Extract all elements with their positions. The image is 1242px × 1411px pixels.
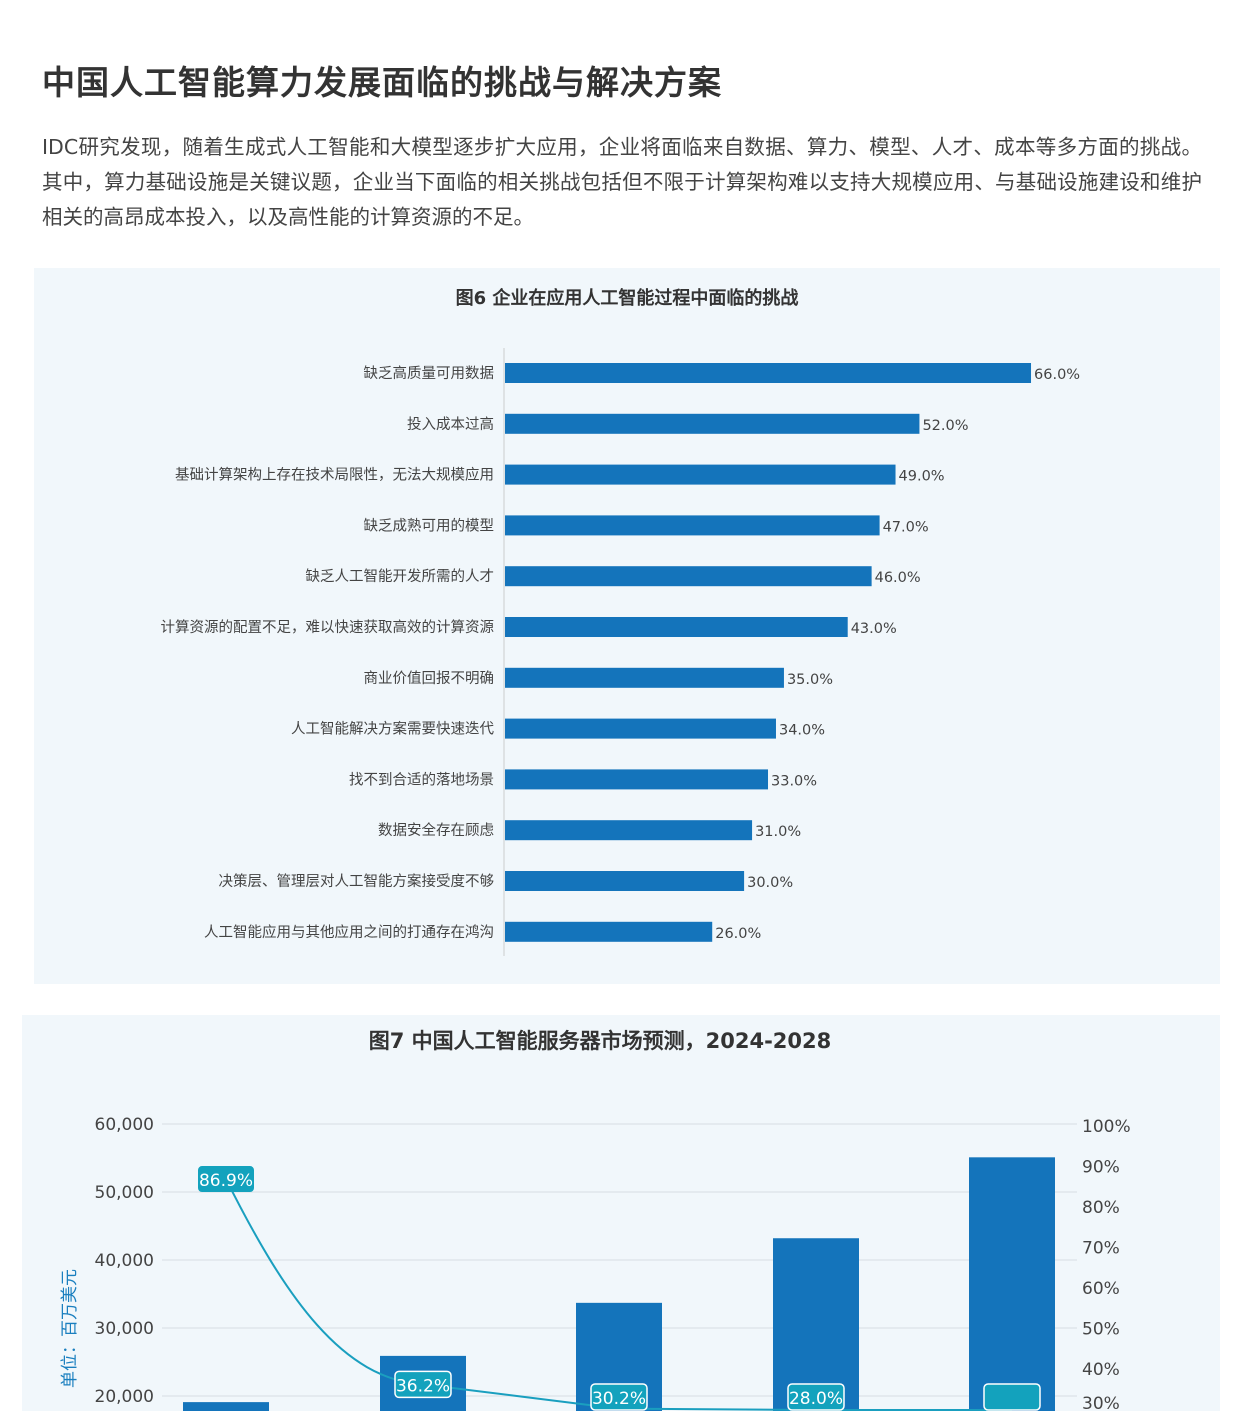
category-label: 商业价值回报不明确 [364,670,495,687]
bar [505,617,848,637]
category-label: 决策层、管理层对人工智能方案接受度不够 [219,872,495,890]
category-label: 缺乏人工智能开发所需的人才 [306,568,495,585]
data-label: 46.0% [875,570,921,586]
category-label: 计算资源的配置不足，难以快速获取高效的计算资源 [161,619,495,636]
figure6-card: 图6 企业在应用人工智能过程中面临的挑战缺乏高质量可用数据 66.0% 投入成本过高… [34,268,1220,984]
bar [183,1402,269,1411]
figure7-chart: 图7 中国人工智能服务器市场预测，2024-2028 20,000 30,000 40… [60,1029,1131,1411]
bar [505,718,776,739]
data-label-bg [983,1383,1041,1411]
bar [505,464,896,485]
data-label: 35.0% [787,672,833,688]
data-label: 28.0% [789,1389,843,1409]
bar [505,667,784,688]
data-label: 30.2% [592,1389,646,1409]
figure7-card: 图7 中国人工智能服务器市场预测，2024-2028 20,000 30,000 40… [22,1015,1220,1411]
data-label: 52.0% [922,418,968,434]
page-title: 中国人工智能算力发展面临的挑战与解决方案 [42,63,722,102]
y2-tick-label: 50% [1082,1320,1120,1340]
data-label: 47.0% [883,519,929,535]
y2-tick-label: 100% [1082,1117,1131,1137]
y2-tick-label: 40% [1082,1360,1120,1380]
data-label-bg [590,1383,648,1411]
bar [773,1238,859,1411]
data-label-bg [198,1166,254,1193]
category-label: 缺乏成熟可用的模型 [364,517,495,534]
category-label: 人工智能解决方案需要快速迭代 [291,720,494,738]
bar [505,363,1032,383]
bar [505,921,713,942]
y2-tick-label: 30% [1082,1394,1120,1411]
category-label: 基础计算架构上存在技术局限性，无法大规模应用 [175,466,494,484]
chart-title: 图7 中国人工智能服务器市场预测，2024-2028 [369,1029,832,1053]
bar [505,820,753,841]
category-label: 找不到合适的落地场景 [349,771,494,788]
y2-tick-label: 70% [1082,1239,1120,1259]
chart-title: 图6 企业在应用人工智能过程中面临的挑战 [456,287,799,309]
bar [505,769,769,790]
data-label: 86.9% [199,1171,253,1191]
y2-tick-label: 90% [1082,1158,1120,1178]
y2-tick-label: 80% [1082,1198,1120,1218]
category-label: 缺乏高质量可用数据 [364,365,495,382]
y-tick-label: 40,000 [95,1251,154,1271]
y-axis-label: 单位：百万美元 [60,1269,80,1388]
data-label-bg [787,1383,845,1411]
y-tick-label: 60,000 [95,1115,154,1135]
data-label: 66.0% [1034,367,1080,383]
data-label: 36.2% [396,1376,450,1396]
data-label: 49.0% [899,469,945,485]
y-tick-label: 30,000 [95,1319,154,1339]
data-label-bg [394,1370,452,1399]
bar [505,413,920,434]
y-tick-label: 50,000 [95,1183,154,1203]
bar [505,566,872,587]
bar [969,1157,1055,1411]
data-label: 31.0% [755,824,801,840]
y-tick-label: 20,000 [95,1387,154,1407]
data-label: 33.0% [771,773,817,789]
data-label: 34.0% [779,723,825,739]
bar [505,871,745,891]
category-label: 数据安全存在顾虑 [378,821,494,839]
y2-tick-label: 60% [1082,1279,1120,1299]
data-label: 30.0% [747,875,793,891]
data-label: 43.0% [851,621,897,637]
data-label: 26.0% [715,926,761,942]
bar [505,515,880,536]
category-label: 人工智能应用与其他应用之间的打通存在鸿沟 [204,923,494,941]
intro-paragraph: IDC研究发现，随着生成式人工智能和大模型逐步扩大应用，企业将面临来自数据、算力… [42,135,1202,229]
category-label: 投入成本过高 [407,416,494,433]
